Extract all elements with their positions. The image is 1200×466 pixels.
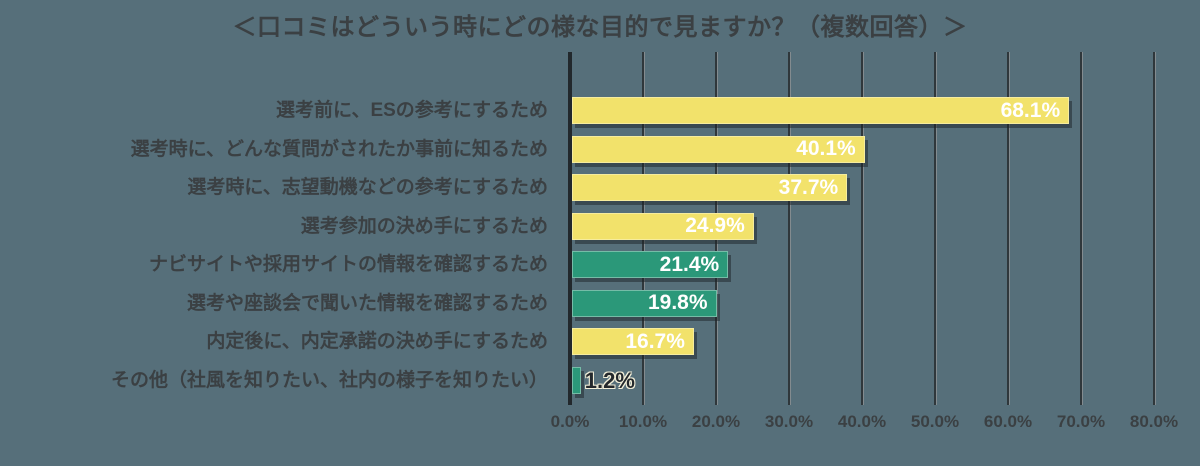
chart-title: ＜口コミはどういう時にどの様な目的で見ますか？（複数回答）＞: [232, 14, 968, 41]
x-tick-label: 50.0%: [910, 412, 960, 431]
x-tick-label: 20.0%: [691, 412, 741, 431]
bar: 19.8%: [572, 289, 717, 317]
bar-value-label: 24.9%: [685, 214, 745, 237]
category-label: その他（社風を知りたい、社内の様子を知りたい）: [110, 369, 548, 391]
bar-value-label: 40.1%: [796, 137, 856, 160]
x-tick-label: 70.0%: [1056, 412, 1106, 431]
category-label: 選考参加の決め手にするため: [300, 215, 548, 237]
bar-value-label: 37.7%: [778, 175, 839, 199]
category-label: ナビサイトや採用サイトの情報を確認するため: [148, 254, 548, 275]
category-label: 内定後に、内定承諾の決め手にするため: [206, 331, 548, 352]
bar: 68.1%: [572, 97, 1070, 124]
x-tick-label: 10.0%: [618, 412, 668, 431]
gridline: [934, 52, 937, 405]
bar-value-label: 21.4%: [659, 252, 720, 276]
gridline: [861, 52, 864, 405]
bar: 40.1%: [572, 135, 865, 163]
x-tick-label: 80.0%: [1129, 412, 1179, 431]
bar: 16.7%: [572, 328, 694, 355]
x-tick-label: 60.0%: [983, 412, 1033, 431]
category-label: 選考時に、どんな質問がされたか事前に知るため: [130, 138, 548, 160]
bar: [572, 366, 581, 394]
x-tick-label: 30.0%: [764, 412, 814, 431]
bar: 21.4%: [572, 251, 729, 278]
y-axis-line: [568, 52, 572, 405]
gridline: [1007, 52, 1010, 405]
plot-area: 68.1% 40.1% 37.7% 24.9% 21.4% 19.8% 16.7% 1.2%: [568, 52, 1156, 405]
category-label: 選考前に、ESの参考にするため: [276, 100, 548, 121]
bar-value-label: 16.7%: [625, 329, 685, 353]
bar-value-label: 1.2%: [584, 367, 635, 393]
x-tick-label: 0.0%: [550, 412, 590, 431]
bar: 24.9%: [572, 212, 754, 240]
bar-value-label: 68.1%: [1000, 98, 1061, 122]
gridline: [788, 52, 791, 405]
gridline: [1080, 52, 1083, 405]
bar: 37.7%: [572, 174, 848, 201]
x-tick-label: 40.0%: [837, 412, 887, 431]
bar-value-label: 19.8%: [647, 291, 708, 314]
category-label: 選考や座談会で聞いた情報を確認するため: [186, 292, 548, 314]
category-label: 選考時に、志望動機などの参考にするため: [187, 177, 548, 198]
gridline: [1153, 52, 1156, 405]
